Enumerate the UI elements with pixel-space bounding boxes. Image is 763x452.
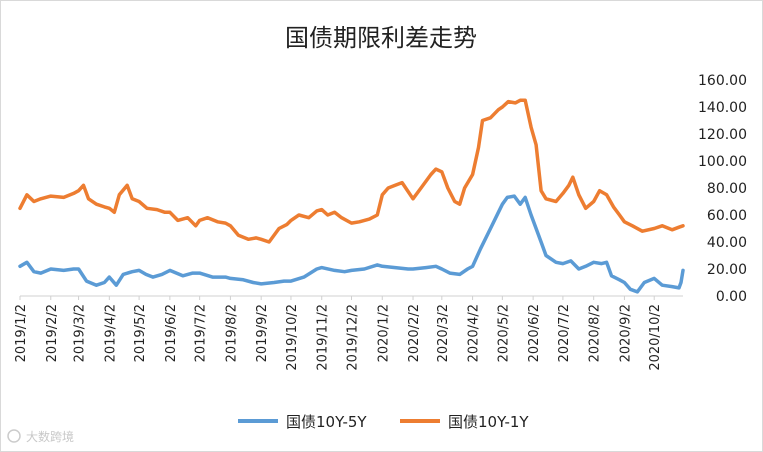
x-tick-label: 2020/10/2	[648, 304, 663, 371]
x-tick-label: 2020/4/2	[467, 304, 482, 362]
series-line-10y-5y	[18, 194, 685, 294]
x-tick-label: 2019/12/2	[346, 304, 361, 371]
y-tick-label: 120.00	[698, 127, 747, 143]
x-tick-label: 2020/7/2	[557, 304, 572, 362]
y-tick-label: 100.00	[698, 154, 747, 170]
y-tick-label: 20.00	[707, 262, 747, 278]
legend-label-10y-5y: 国债10Y-5Y	[286, 413, 367, 431]
x-tick-label: 2019/11/2	[316, 304, 331, 371]
x-tick-label: 2019/2/2	[45, 304, 60, 362]
y-tick-label: 40.00	[707, 235, 747, 251]
y-axis-ticks: 0.00 20.00 40.00 60.00 80.00 100.00 120.00 140.…	[698, 73, 747, 305]
legend-label-10y-1y: 国债10Y-1Y	[448, 413, 529, 431]
x-tick-label: 2020/5/2	[496, 304, 511, 362]
x-tick-label: 2019/9/2	[255, 304, 270, 362]
legend: 国债10Y-5Y 国债10Y-1Y	[238, 413, 529, 431]
y-tick-label: 140.00	[698, 100, 747, 116]
x-tick-label: 2019/8/2	[224, 304, 239, 362]
x-tick-label: 2020/9/2	[618, 304, 633, 362]
x-tick-label: 2020/6/2	[527, 304, 542, 362]
x-tick-label: 2020/8/2	[588, 304, 603, 362]
x-tick-label: 2019/10/2	[285, 304, 300, 371]
watermark-text: 大数跨境	[26, 429, 74, 444]
x-tick-label: 2019/5/2	[133, 304, 148, 362]
x-tick-label: 2020/1/2	[376, 304, 391, 362]
watermark: 大数跨境	[7, 429, 74, 444]
y-tick-label: 0.00	[716, 289, 747, 305]
x-tick-label: 2019/6/2	[164, 304, 179, 362]
x-tick-label: 2020/3/2	[436, 304, 451, 362]
x-tick-label: 2020/2/2	[407, 304, 422, 362]
x-tick-label: 2019/7/2	[194, 304, 209, 362]
y-tick-label: 80.00	[707, 181, 747, 197]
chart-title: 国债期限利差走势	[285, 24, 477, 52]
watermark-logo-icon	[7, 429, 21, 443]
series-line-10y-1y	[18, 98, 685, 244]
x-axis-ticks: 2019/1/2 2019/2/2 2019/3/2 2019/4/2 2019/5/2…	[14, 296, 663, 371]
x-tick-label: 2019/1/2	[14, 304, 29, 362]
series-lines	[18, 98, 685, 294]
x-tick-label: 2019/3/2	[73, 304, 88, 362]
y-tick-label: 160.00	[698, 73, 747, 89]
x-tick-label: 2019/4/2	[103, 304, 118, 362]
y-tick-label: 60.00	[707, 208, 747, 224]
